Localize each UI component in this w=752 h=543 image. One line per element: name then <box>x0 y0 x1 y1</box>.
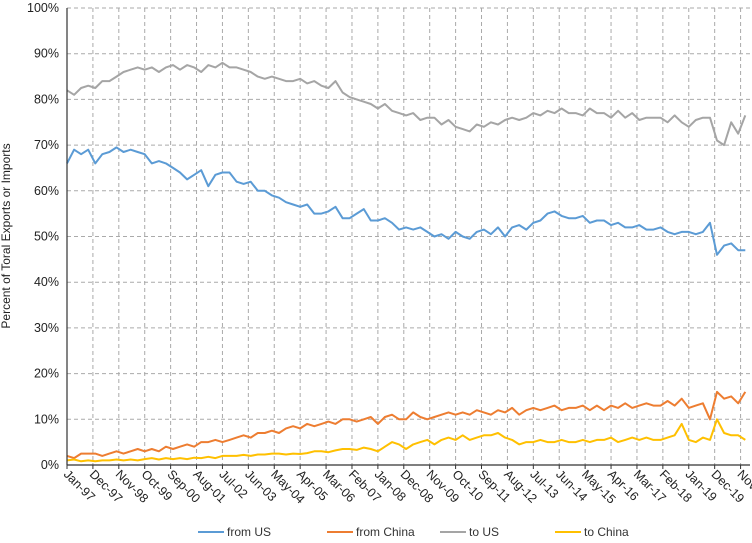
y-tick-label: 30% <box>34 321 59 335</box>
legend-label: from China <box>356 525 415 539</box>
series-line-to-us <box>66 61 747 147</box>
series-lines <box>66 61 747 463</box>
legend: from US from China to US to China <box>198 525 629 539</box>
legend-label: from US <box>227 525 271 539</box>
x-axis-ticks: Jan-97Dec-97Nov-98Oct-99Sep-00Aug-01Jul-… <box>61 465 752 507</box>
y-tick-label: 20% <box>34 367 59 381</box>
y-tick-label: 50% <box>34 230 59 244</box>
series-line-from-us <box>66 146 746 256</box>
y-tick-label: 70% <box>34 138 59 152</box>
y-tick-label: 90% <box>34 47 59 61</box>
legend-item-to-china: to China <box>555 525 629 539</box>
y-tick-label: 60% <box>34 184 59 198</box>
legend-item-from-us: from US <box>198 525 271 539</box>
y-tick-label: 100% <box>27 1 59 15</box>
gridlines <box>67 7 750 465</box>
y-tick-label: 80% <box>34 92 59 106</box>
series-line-from-china <box>66 390 747 460</box>
legend-item-from-china: from China <box>327 525 415 539</box>
legend-label: to US <box>469 525 499 539</box>
y-axis-title: Percent of Toral Exports or Imports <box>0 143 13 328</box>
legend-label: to China <box>584 525 629 539</box>
y-tick-label: 10% <box>34 412 59 426</box>
y-tick-label: 0% <box>41 458 59 472</box>
series-line-to-china <box>66 418 746 463</box>
y-tick-label: 40% <box>34 275 59 289</box>
legend-item-to-us: to US <box>440 525 499 539</box>
y-axis-ticks: 0% 10% 20% 30% 40% 50% 60% 70% 80% 90% 100% <box>27 1 59 472</box>
